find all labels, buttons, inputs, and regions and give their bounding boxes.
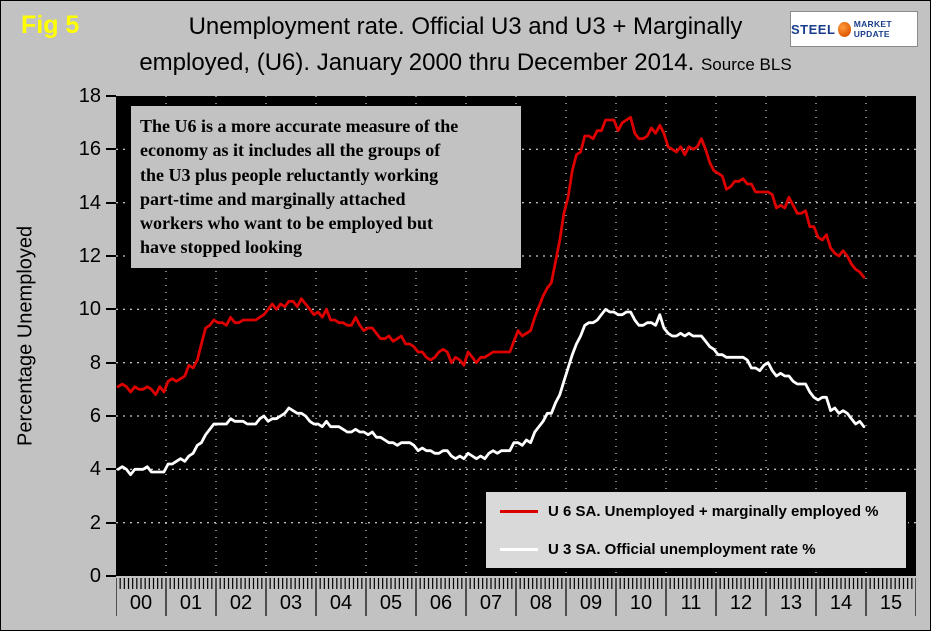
plot-area: The U6 is a more accurate measure of the… bbox=[116, 96, 916, 576]
legend-label-u6: U 6 SA. Unemployed + marginally employed… bbox=[548, 502, 879, 520]
annotation-box: The U6 is a more accurate measure of the… bbox=[130, 105, 522, 269]
x-tick-label: 11 bbox=[680, 592, 702, 614]
x-tick-label: 06 bbox=[429, 592, 453, 614]
logo-market-update-text: MARKET UPDATE bbox=[853, 19, 892, 39]
x-tick-label: 00 bbox=[129, 592, 153, 614]
logo-steel-text: STEEL bbox=[791, 21, 836, 37]
y-tick-label: 6 bbox=[89, 405, 101, 427]
y-tick-label: 4 bbox=[89, 458, 101, 481]
title-line-1: Unemployment rate. Official U3 and U3 + … bbox=[188, 13, 743, 40]
y-tick-mark bbox=[106, 468, 116, 471]
legend-line-swatch-u6 bbox=[500, 509, 538, 513]
x-tick-label: 13 bbox=[779, 592, 803, 614]
y-tick-label: 14 bbox=[78, 191, 101, 214]
y-tick-label: 2 bbox=[89, 511, 101, 534]
x-tick-label: 14 bbox=[829, 592, 853, 614]
y-axis-title: Percentage Unemployed bbox=[14, 225, 37, 447]
x-tick-label: 07 bbox=[479, 592, 503, 614]
x-tick-label: 15 bbox=[879, 592, 903, 614]
y-tick-label: 12 bbox=[78, 245, 101, 267]
y-tick-label: 8 bbox=[89, 351, 101, 374]
y-tick-label: 16 bbox=[78, 138, 101, 161]
y-tick-mark bbox=[106, 95, 116, 97]
legend-label-u3: U 3 SA. Official unemployment rate % bbox=[548, 540, 816, 558]
y-tick-label: 0 bbox=[89, 565, 101, 587]
x-tick-label: 10 bbox=[629, 592, 653, 614]
y-tick-mark bbox=[106, 201, 116, 204]
x-tick-label: 05 bbox=[379, 592, 403, 614]
y-axis-tick-labels: 0 2 4 6 8 10 12 14 16 18 bbox=[51, 85, 101, 587]
y-tick-mark bbox=[106, 415, 116, 417]
x-tick-label: 09 bbox=[579, 592, 603, 614]
y-tick-label: 10 bbox=[78, 298, 101, 321]
y-tick-mark bbox=[106, 255, 116, 257]
logo-globe-icon bbox=[838, 21, 851, 37]
title-line-2: employed, (U6). January 2000 thru Decemb… bbox=[1, 45, 930, 83]
x-axis: 00 01 02 03 04 05 06 07 08 09 10 11 12 13 14 15 bbox=[116, 578, 916, 628]
legend-item-u6: U 6 SA. Unemployed + marginally employed… bbox=[486, 492, 906, 530]
y-tick-mark bbox=[106, 521, 116, 524]
y-tick-mark bbox=[106, 361, 116, 364]
legend-item-u3: U 3 SA. Official unemployment rate % bbox=[486, 530, 906, 568]
x-tick-label: 01 bbox=[179, 592, 203, 614]
x-tick-label: 12 bbox=[729, 592, 753, 614]
y-tick-label: 18 bbox=[78, 85, 101, 107]
chart-title: Unemployment rate. Official U3 and U3 + … bbox=[1, 9, 930, 83]
y-tick-mark bbox=[106, 575, 116, 577]
y-tick-mark bbox=[106, 308, 116, 311]
x-tick-label: 04 bbox=[329, 592, 353, 614]
source-label: Source BLS bbox=[700, 55, 792, 74]
y-axis-ticks bbox=[106, 95, 116, 577]
title-line-2-text: employed, (U6). January 2000 thru Decemb… bbox=[139, 49, 695, 76]
figure-label: Fig 5 bbox=[21, 11, 80, 39]
steel-market-update-logo: STEEL MARKET UPDATE bbox=[790, 11, 918, 47]
x-tick-label: 08 bbox=[529, 592, 553, 614]
x-tick-label: 02 bbox=[229, 592, 253, 614]
x-axis-ticks bbox=[116, 578, 916, 616]
y-tick-mark bbox=[106, 148, 116, 151]
legend: U 6 SA. Unemployed + marginally employed… bbox=[484, 490, 908, 570]
x-tick-label: 03 bbox=[279, 592, 303, 614]
legend-line-swatch-u3 bbox=[500, 547, 538, 551]
